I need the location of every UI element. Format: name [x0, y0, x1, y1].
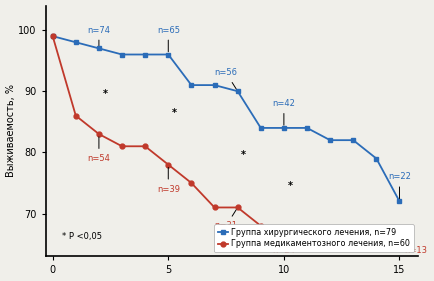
- Группа медикаментозного лечения, n=60: [166, 163, 171, 166]
- Группа хирургического лечения, n=79: [328, 139, 333, 142]
- Группа хирургического лечения, n=79: [119, 53, 125, 56]
- Группа медикаментозного лечения, n=60: [50, 35, 55, 38]
- Группа медикаментозного лечения, n=60: [328, 230, 333, 234]
- Группа медикаментозного лечения, n=60: [374, 230, 379, 234]
- Группа хирургического лечения, n=79: [397, 200, 402, 203]
- Группа хирургического лечения, n=79: [189, 83, 194, 87]
- Группа хирургического лечения, n=79: [212, 83, 217, 87]
- Y-axis label: Выживаемость, %: Выживаемость, %: [6, 85, 16, 178]
- Группа хирургического лечения, n=79: [258, 126, 263, 130]
- Text: n=13: n=13: [401, 234, 427, 255]
- Группа хирургического лечения, n=79: [142, 53, 148, 56]
- Text: n=56: n=56: [214, 68, 237, 89]
- Text: n=22: n=22: [388, 172, 411, 199]
- Legend: Группа хирургического лечения, n=79, Группа медикаментозного лечения, n=60: Группа хирургического лечения, n=79, Гру…: [214, 224, 414, 252]
- Text: n=24: n=24: [273, 235, 295, 255]
- Группа хирургического лечения, n=79: [50, 35, 55, 38]
- Группа хирургического лечения, n=79: [281, 126, 286, 130]
- Группа хирургического лечения, n=79: [304, 126, 309, 130]
- Группа хирургического лечения, n=79: [96, 47, 102, 50]
- Группа медикаментозного лечения, n=60: [73, 114, 79, 117]
- Группа хирургического лечения, n=79: [374, 157, 379, 160]
- Text: *: *: [241, 150, 246, 160]
- Text: n=42: n=42: [273, 99, 295, 125]
- Line: Группа медикаментозного лечения, n=60: Группа медикаментозного лечения, n=60: [50, 34, 402, 234]
- Группа медикаментозного лечения, n=60: [351, 230, 356, 234]
- Группа медикаментозного лечения, n=60: [235, 206, 240, 209]
- Группа медикаментозного лечения, n=60: [304, 230, 309, 234]
- Line: Группа хирургического лечения, n=79: Группа хирургического лечения, n=79: [50, 34, 402, 204]
- Группа медикаментозного лечения, n=60: [119, 145, 125, 148]
- Text: *: *: [287, 181, 293, 191]
- Text: n=65: n=65: [157, 26, 180, 52]
- Группа медикаментозного лечения, n=60: [212, 206, 217, 209]
- Группа медикаментозного лечения, n=60: [142, 145, 148, 148]
- Группа медикаментозного лечения, n=60: [258, 224, 263, 228]
- Text: * P <0,05: * P <0,05: [62, 232, 102, 241]
- Text: n=74: n=74: [87, 26, 110, 46]
- Группа хирургического лечения, n=79: [166, 53, 171, 56]
- Text: n=31: n=31: [214, 210, 237, 230]
- Группа медикаментозного лечения, n=60: [96, 132, 102, 136]
- Группа хирургического лечения, n=79: [235, 90, 240, 93]
- Группа медикаментозного лечения, n=60: [397, 230, 402, 234]
- Группа хирургического лечения, n=79: [73, 40, 79, 44]
- Text: n=39: n=39: [157, 167, 180, 194]
- Text: *: *: [102, 89, 107, 99]
- Группа хирургического лечения, n=79: [351, 139, 356, 142]
- Группа медикаментозного лечения, n=60: [189, 181, 194, 185]
- Группа медикаментозного лечения, n=60: [281, 230, 286, 234]
- Text: *: *: [172, 108, 177, 118]
- Text: n=54: n=54: [88, 137, 110, 163]
